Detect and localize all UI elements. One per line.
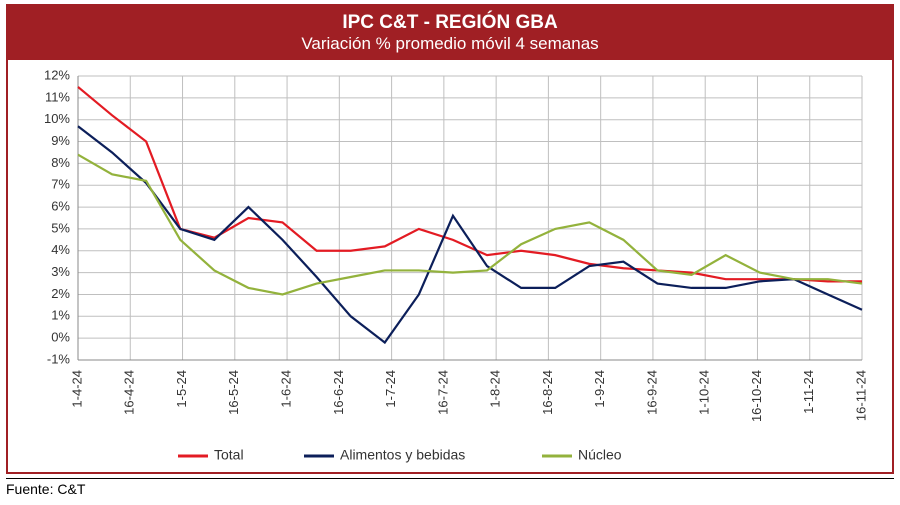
svg-text:1-4-24: 1-4-24 [69, 370, 84, 408]
svg-text:16-5-24: 16-5-24 [226, 370, 241, 415]
svg-text:16-9-24: 16-9-24 [644, 370, 659, 415]
svg-text:6%: 6% [51, 199, 70, 214]
plot-area: -1% 0% 1% 2% 3% 4% 5% 6% 7% 8% 9% 10% 11% 12% 1-4-24 16… [8, 66, 892, 472]
svg-text:1-8-24: 1-8-24 [488, 370, 503, 408]
svg-text:12%: 12% [44, 67, 70, 82]
chart-card: IPC C&T - REGIÓN GBA Variación % promedi… [6, 4, 894, 474]
svg-text:1-5-24: 1-5-24 [174, 370, 189, 408]
source-label: Fuente: C&T [6, 478, 894, 497]
svg-text:16-4-24: 16-4-24 [122, 370, 137, 415]
svg-text:Núcleo: Núcleo [578, 447, 622, 463]
svg-text:1-10-24: 1-10-24 [697, 370, 712, 415]
svg-text:2%: 2% [51, 286, 70, 301]
svg-text:1-6-24: 1-6-24 [279, 370, 294, 408]
svg-text:7%: 7% [51, 177, 70, 192]
svg-text:Alimentos y bebidas: Alimentos y bebidas [340, 447, 465, 463]
svg-text:10%: 10% [44, 111, 70, 126]
svg-text:5%: 5% [51, 220, 70, 235]
svg-text:16-8-24: 16-8-24 [540, 370, 555, 415]
svg-text:1%: 1% [51, 308, 70, 323]
chart-svg: -1% 0% 1% 2% 3% 4% 5% 6% 7% 8% 9% 10% 11% 12% 1-4-24 16… [8, 66, 892, 470]
svg-text:1-7-24: 1-7-24 [383, 370, 398, 408]
chart-header: IPC C&T - REGIÓN GBA Variación % promedi… [8, 6, 892, 60]
svg-text:3%: 3% [51, 264, 70, 279]
svg-text:16-11-24: 16-11-24 [853, 370, 868, 421]
svg-text:1-9-24: 1-9-24 [592, 370, 607, 408]
svg-text:16-6-24: 16-6-24 [331, 370, 346, 415]
svg-text:1-11-24: 1-11-24 [801, 370, 816, 414]
svg-text:11%: 11% [45, 89, 70, 104]
svg-text:16-10-24: 16-10-24 [749, 370, 764, 422]
page-root: IPC C&T - REGIÓN GBA Variación % promedi… [0, 0, 900, 505]
svg-text:4%: 4% [51, 242, 70, 257]
legend: Total Alimentos y bebidas Núcleo [178, 447, 622, 463]
svg-text:0%: 0% [51, 330, 70, 345]
chart-subtitle: Variación % promedio móvil 4 semanas [8, 34, 892, 54]
svg-text:9%: 9% [51, 133, 70, 148]
svg-text:-1%: -1% [47, 351, 71, 366]
svg-text:8%: 8% [51, 155, 70, 170]
chart-title: IPC C&T - REGIÓN GBA [8, 12, 892, 34]
svg-text:16-7-24: 16-7-24 [435, 370, 450, 415]
svg-text:Total: Total [214, 447, 244, 463]
